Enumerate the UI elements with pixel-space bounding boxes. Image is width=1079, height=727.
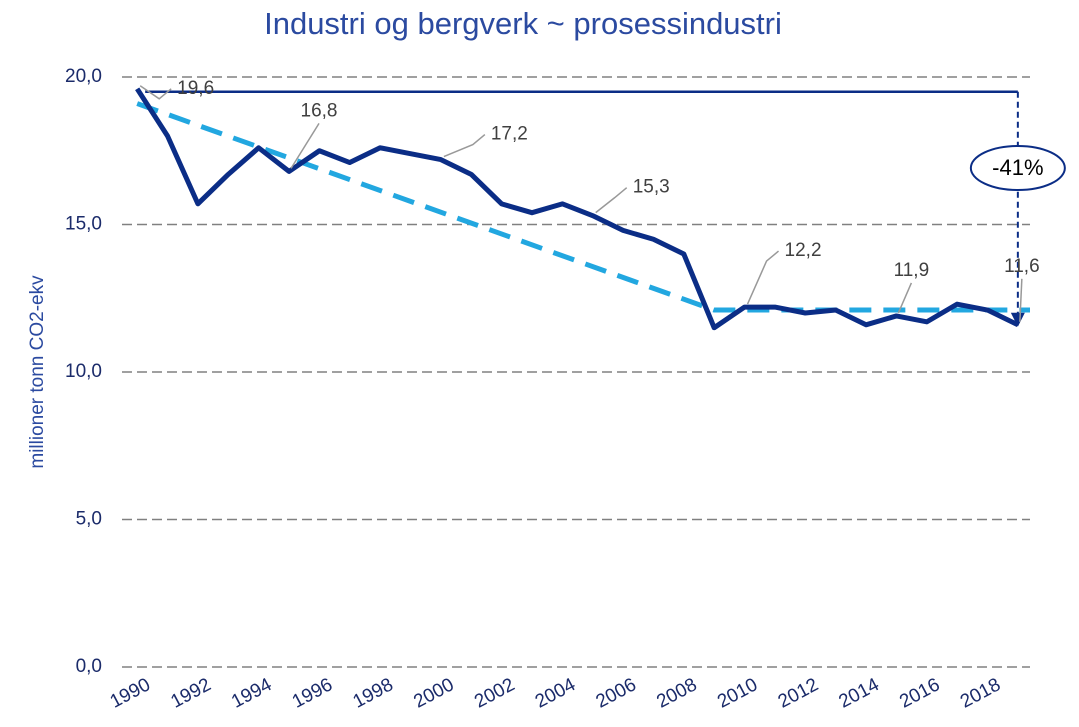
x-tick-label: 2006: [593, 674, 640, 712]
annotation: -41%: [992, 155, 1043, 180]
x-tick-label: 2016: [896, 674, 943, 712]
data-label: 11,9: [894, 260, 930, 281]
x-tick-label: 1994: [228, 674, 276, 713]
x-tick-label: 1990: [107, 674, 154, 712]
annotation-box: [969, 145, 1066, 191]
leader-line: [139, 85, 172, 100]
chart-title: Industri og bergverk ~ prosessindustri: [264, 6, 782, 41]
leader-line: [443, 134, 486, 158]
x-tick-label: 2018: [957, 674, 1004, 712]
x-tick-label: 2004: [532, 674, 580, 713]
data-label: 11,6: [1004, 256, 1040, 277]
data-line: [136, 101, 1030, 313]
leader-line: [1019, 278, 1023, 322]
x-tick-label: 1996: [289, 674, 336, 712]
leader-line: [746, 250, 780, 305]
y-tick-label: 5,0: [76, 509, 102, 530]
data-label: 19,6: [177, 78, 214, 99]
x-tick-label: 2008: [653, 674, 700, 712]
x-tick-label: 2012: [775, 674, 822, 712]
data-label: 15,3: [633, 177, 670, 198]
leader-line: [595, 187, 628, 214]
data-label: 17,2: [491, 124, 528, 145]
x-tick-label: 1992: [167, 674, 214, 712]
y-tick-label: 20,0: [65, 66, 102, 87]
x-tick-label: 2010: [714, 674, 761, 712]
x-tick-label: 1998: [350, 674, 397, 712]
x-tick-label: 2002: [471, 674, 518, 712]
y-tick-label: 10,0: [65, 361, 102, 382]
arrow-head: [1010, 312, 1025, 327]
leader-line: [897, 282, 913, 314]
y-tick-label: 0,0: [76, 656, 102, 677]
leader-line: [290, 123, 320, 169]
x-tick-label: 2014: [836, 674, 884, 713]
y-axis-label: millioner tonn CO2-ekv: [27, 275, 48, 469]
data-label: 16,8: [301, 100, 338, 121]
data-label: 12,2: [785, 240, 822, 261]
data-line: [135, 87, 1019, 331]
y-tick-label: 15,0: [65, 214, 102, 235]
x-tick-label: 2000: [410, 674, 457, 712]
